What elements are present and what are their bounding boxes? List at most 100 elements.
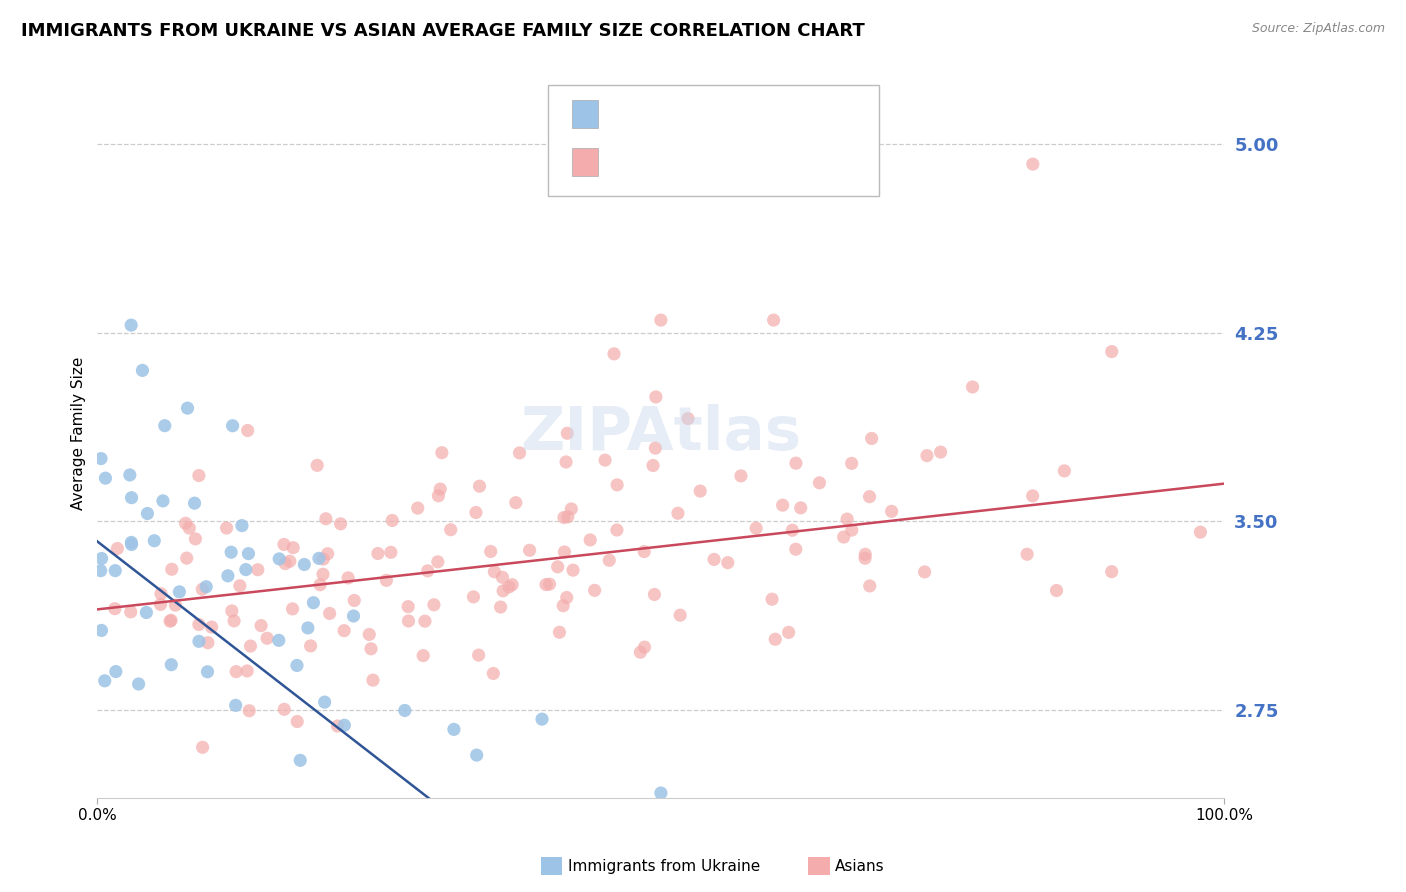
Point [853, 551, 876, 566]
Point [929, 445, 952, 459]
Point [200, 620, 222, 634]
Point [644, 441, 666, 455]
Point [274, 557, 297, 571]
Point [593, 453, 616, 467]
Point [808, 475, 831, 490]
Point [153, 418, 176, 433]
Point [557, 509, 579, 524]
Point [312, 552, 335, 566]
Point [676, 411, 699, 425]
Point [165, 598, 187, 612]
Point [858, 490, 880, 504]
Point [423, 598, 446, 612]
Point [221, 418, 243, 433]
Point [105, 541, 128, 556]
Point [553, 599, 575, 613]
Point [489, 600, 512, 615]
Point [183, 496, 205, 510]
Point [628, 645, 651, 659]
Point [299, 639, 322, 653]
Point [606, 523, 628, 537]
Point [160, 562, 183, 576]
Point [160, 657, 183, 672]
Text: 0.382: 0.382 [654, 153, 717, 171]
Point [225, 698, 247, 713]
Point [785, 456, 807, 470]
Point [962, 380, 984, 394]
Point [534, 577, 557, 591]
Point [790, 500, 813, 515]
Point [225, 665, 247, 679]
Text: N =: N = [728, 153, 768, 171]
Point [238, 547, 260, 561]
Point [342, 609, 364, 624]
Point [491, 570, 513, 584]
Point [121, 537, 143, 551]
Point [548, 625, 571, 640]
Point [841, 523, 863, 537]
Point [763, 632, 786, 647]
Text: Immigrants from Ukraine: Immigrants from Ukraine [568, 859, 761, 873]
Point [643, 587, 665, 601]
Point [174, 516, 197, 531]
Point [880, 504, 903, 518]
Point [90, 451, 112, 466]
Point [333, 624, 356, 638]
Point [90, 551, 112, 566]
Text: R =: R = [609, 105, 648, 123]
Point [730, 468, 752, 483]
Point [222, 614, 245, 628]
Point [90, 564, 112, 578]
Point [239, 639, 262, 653]
Point [669, 608, 692, 623]
Point [396, 599, 419, 614]
Point [509, 446, 531, 460]
Point [104, 665, 127, 679]
Point [380, 545, 402, 559]
Point [465, 748, 488, 763]
Text: 149: 149 [763, 153, 801, 171]
Point [309, 578, 332, 592]
Point [290, 753, 312, 767]
Point [398, 614, 420, 628]
Point [337, 571, 360, 585]
Point [633, 640, 655, 654]
Point [128, 677, 150, 691]
Point [188, 634, 211, 648]
Point [93, 673, 115, 688]
Point [135, 606, 157, 620]
Point [104, 564, 127, 578]
Point [217, 569, 239, 583]
Point [285, 658, 308, 673]
Point [120, 535, 142, 549]
Point [501, 577, 523, 591]
Point [666, 506, 689, 520]
Point [273, 702, 295, 716]
Point [426, 555, 449, 569]
Point [360, 641, 382, 656]
Point [641, 458, 664, 473]
Text: 45: 45 [763, 105, 789, 123]
Point [560, 502, 582, 516]
Point [176, 401, 198, 416]
Point [160, 613, 183, 627]
Point [467, 648, 489, 662]
Point [1053, 464, 1076, 478]
Point [143, 533, 166, 548]
Point [281, 602, 304, 616]
Point [94, 471, 117, 485]
Point [256, 632, 278, 646]
Point [547, 559, 569, 574]
Point [785, 542, 807, 557]
Point [191, 740, 214, 755]
Point [860, 432, 883, 446]
Point [236, 424, 259, 438]
Point [531, 712, 554, 726]
Point [416, 564, 439, 578]
Point [381, 513, 404, 527]
Point [1101, 804, 1123, 818]
Point [583, 583, 606, 598]
Point [1045, 583, 1067, 598]
Point [413, 614, 436, 628]
Point [555, 591, 578, 605]
